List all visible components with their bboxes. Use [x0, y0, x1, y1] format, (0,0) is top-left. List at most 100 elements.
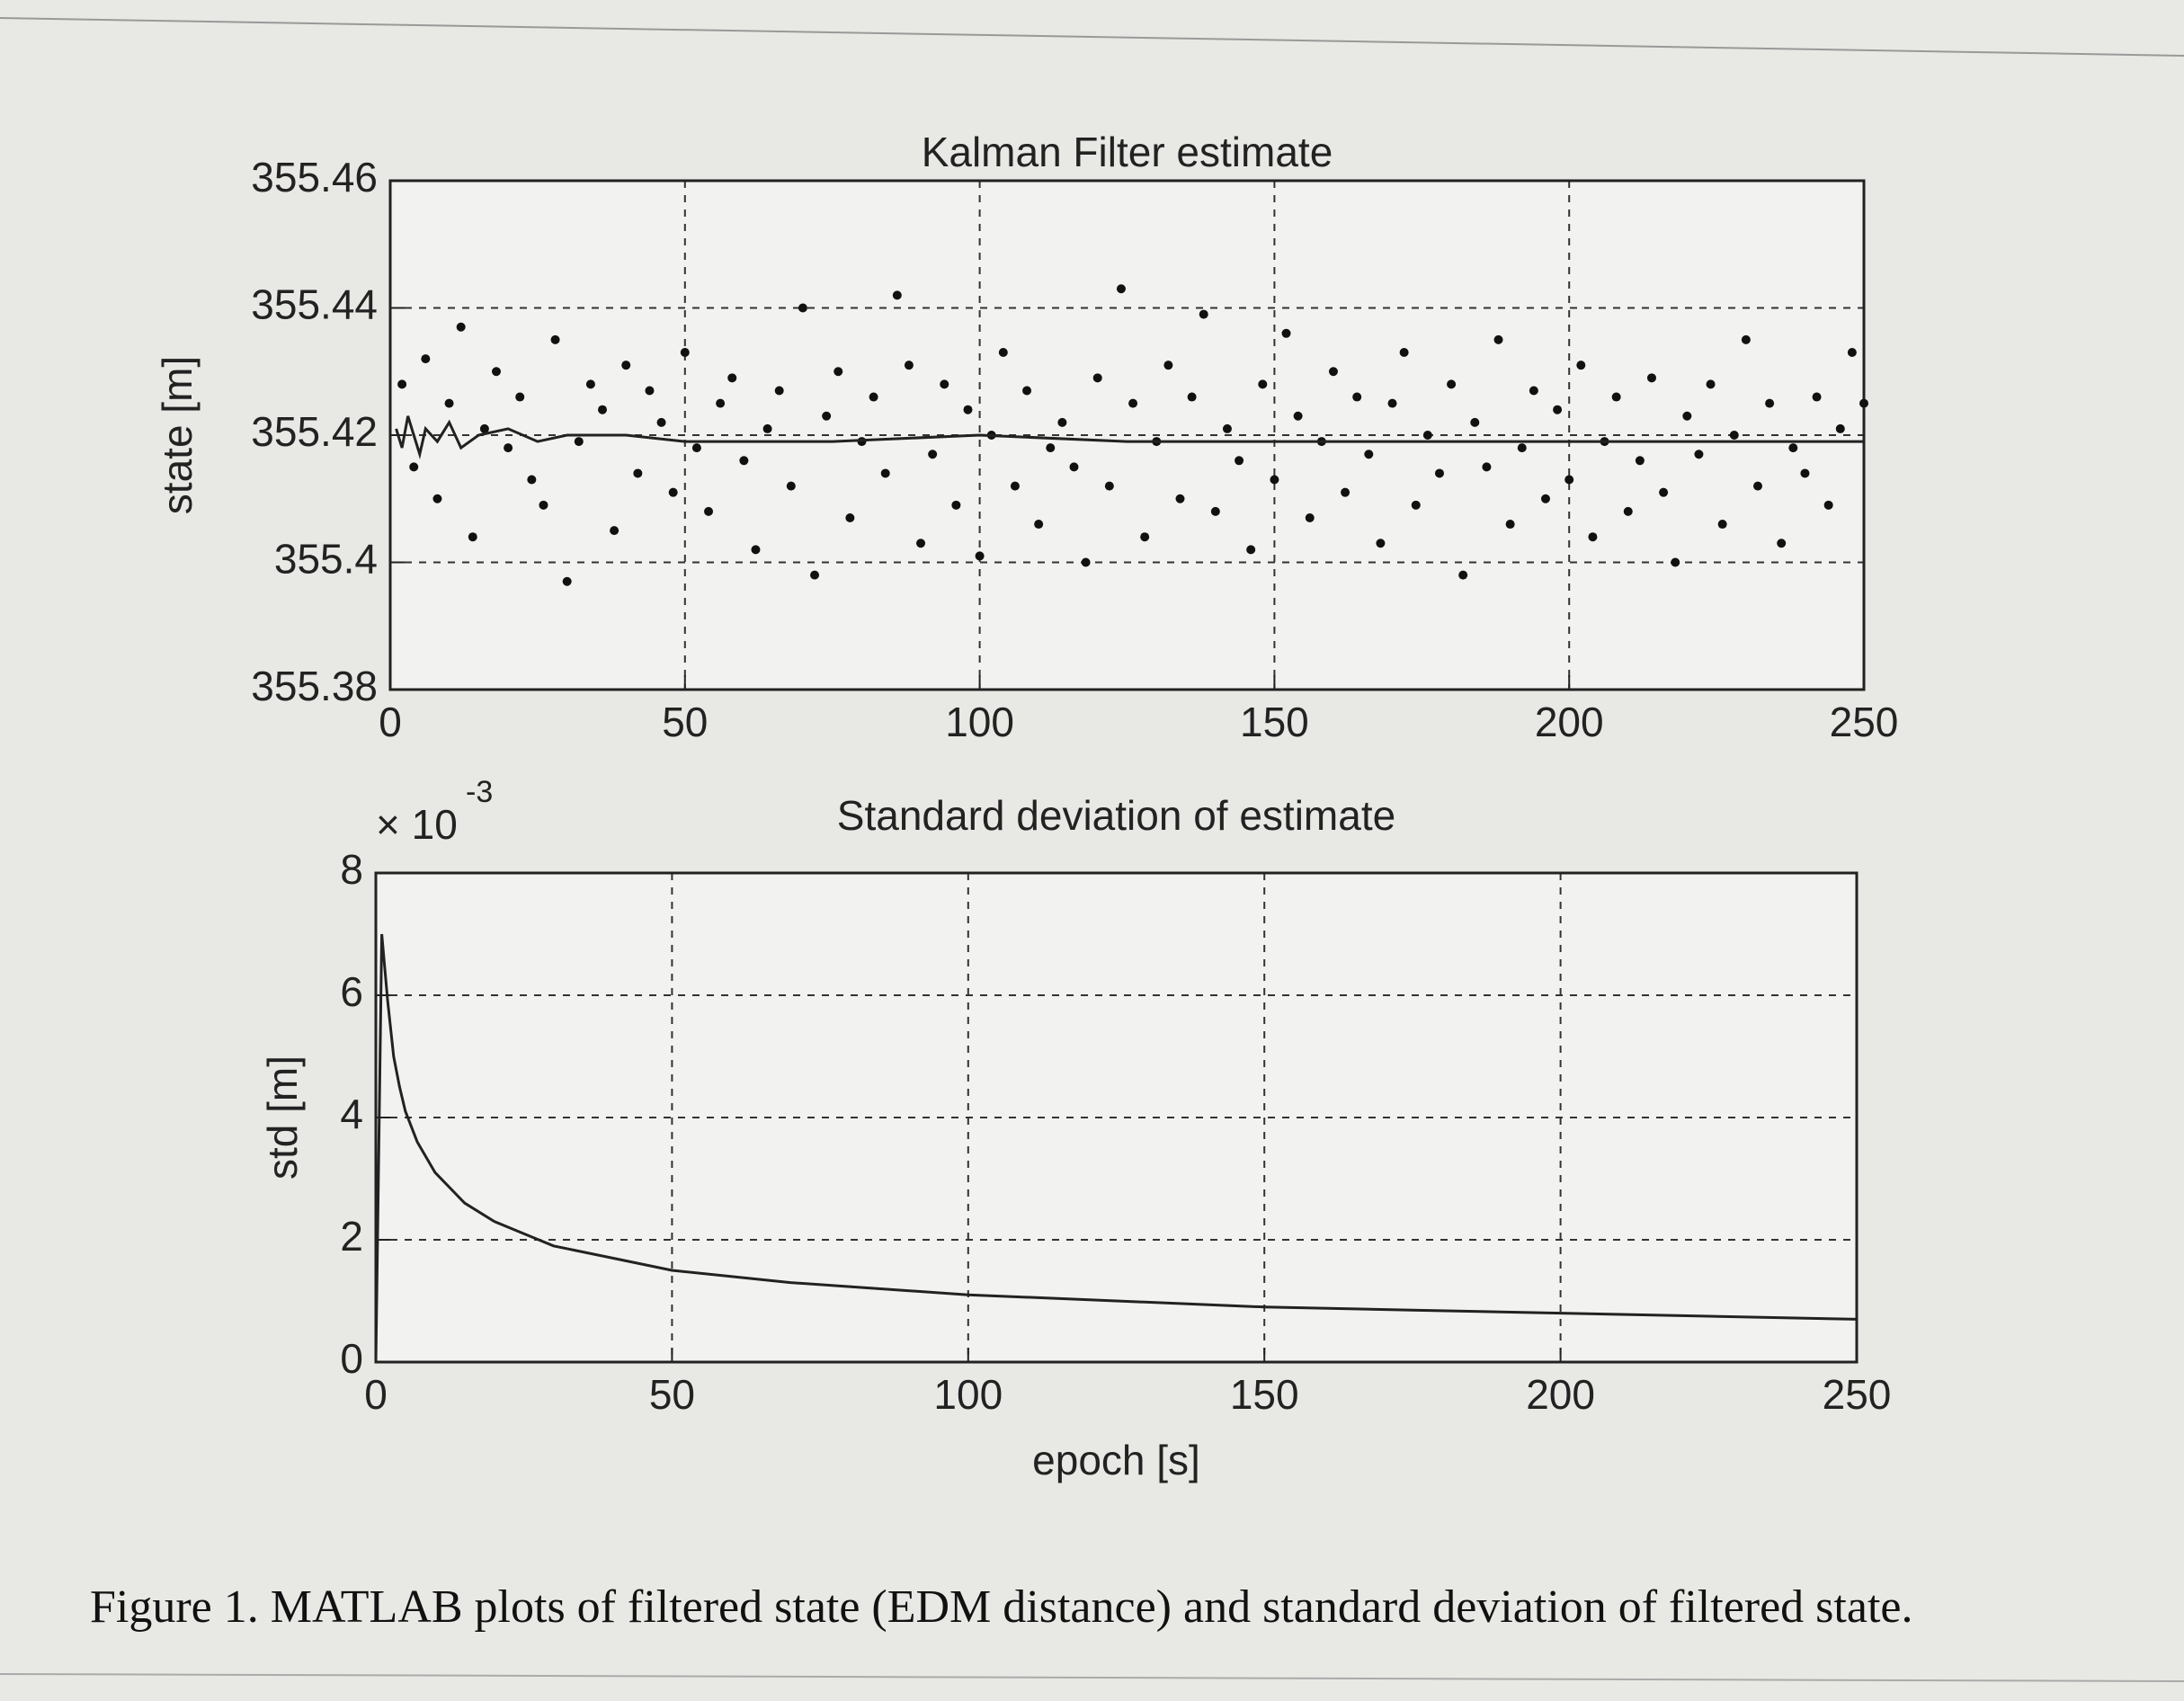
data-point: [727, 373, 737, 383]
data-point: [1057, 417, 1067, 427]
data-point: [1092, 373, 1102, 383]
data-point: [904, 361, 914, 370]
x-tick-label: 50: [662, 699, 708, 745]
data-point: [1104, 481, 1114, 491]
data-point: [1540, 494, 1550, 503]
data-point: [598, 405, 608, 414]
data-point: [1611, 392, 1621, 402]
x-tick-label: 200: [1526, 1371, 1595, 1418]
chart-title: Standard deviation of estimate: [837, 792, 1395, 839]
data-point: [1387, 398, 1397, 408]
data-point: [1022, 386, 1032, 396]
data-point: [1517, 443, 1527, 453]
data-point: [810, 570, 820, 580]
data-point: [621, 361, 631, 370]
y-multiplier: × 10: [376, 801, 458, 848]
caption: Figure 1. MATLAB plots of filtered state…: [90, 1581, 1912, 1633]
data-point: [1823, 500, 1833, 510]
data-point: [1635, 456, 1645, 466]
data-point: [1576, 361, 1586, 370]
data-point: [1859, 398, 1868, 408]
data-point: [645, 386, 655, 396]
data-point: [1694, 450, 1704, 459]
data-point: [1553, 405, 1563, 414]
y-tick-label: 355.4: [274, 536, 378, 583]
data-point: [492, 367, 502, 377]
data-point: [1246, 545, 1256, 555]
data-point: [1046, 443, 1056, 453]
y-axis-label: state [m]: [154, 356, 201, 514]
data-point: [562, 576, 572, 586]
data-point: [1470, 417, 1480, 427]
data-point: [1717, 520, 1727, 530]
data-point: [668, 487, 678, 497]
data-point: [1081, 557, 1091, 567]
page-rule: [0, 1673, 2184, 1682]
data-point: [1376, 539, 1386, 548]
data-point: [1706, 379, 1716, 389]
data-point: [574, 437, 584, 447]
data-point: [869, 392, 878, 402]
data-point: [1741, 334, 1751, 344]
data-point: [1128, 398, 1138, 408]
data-point: [1422, 431, 1432, 440]
data-point: [1399, 348, 1409, 358]
data-point: [1210, 506, 1220, 516]
data-point: [786, 481, 796, 491]
data-point: [1010, 481, 1020, 491]
data-point: [1175, 494, 1185, 503]
data-point: [822, 411, 832, 421]
data-line: [395, 415, 1864, 459]
data-line: [374, 933, 1858, 1363]
y-tick-label: 355.44: [251, 281, 378, 328]
data-point: [762, 423, 772, 433]
data-point: [1659, 487, 1669, 497]
data-point: [1281, 328, 1291, 338]
data-point: [774, 386, 784, 396]
data-point: [1341, 487, 1351, 497]
plot-frame: [388, 179, 1866, 691]
x-tick-label: 0: [364, 1371, 388, 1418]
data-point: [1682, 411, 1692, 421]
x-axis-label: epoch [s]: [1032, 1437, 1200, 1483]
data-point: [833, 367, 843, 377]
data-point: [1305, 512, 1315, 522]
data-point: [1187, 392, 1197, 402]
data-point: [1529, 386, 1538, 396]
data-point: [1564, 475, 1574, 485]
data-point: [1116, 284, 1126, 294]
data-point: [421, 354, 431, 364]
data-point: [550, 334, 560, 344]
data-point: [527, 475, 537, 485]
y-tick-label: 355.38: [251, 663, 378, 709]
data-point: [1235, 456, 1244, 466]
data-point: [1364, 450, 1374, 459]
data-point: [1034, 520, 1044, 530]
data-point: [1163, 361, 1173, 370]
data-point: [1258, 379, 1268, 389]
data-point: [916, 539, 926, 548]
data-point: [1482, 462, 1492, 472]
x-tick-label: 0: [379, 699, 402, 745]
data-point: [1352, 392, 1362, 402]
data-point: [504, 443, 513, 453]
data-point: [515, 392, 525, 402]
x-tick-label: 250: [1830, 699, 1899, 745]
data-point: [1671, 557, 1680, 567]
data-point: [951, 500, 961, 510]
data-point: [880, 468, 890, 478]
data-point: [585, 379, 595, 389]
data-point: [1835, 423, 1845, 433]
x-tick-label: 150: [1230, 1371, 1299, 1418]
data-point: [1777, 539, 1787, 548]
data-point: [1847, 348, 1857, 358]
data-point: [479, 423, 489, 433]
data-point: [798, 303, 807, 313]
chart-title: Kalman Filter estimate: [922, 129, 1333, 175]
data-point: [1788, 443, 1798, 453]
data-point: [845, 512, 855, 522]
data-point: [691, 443, 701, 453]
data-point: [751, 545, 761, 555]
